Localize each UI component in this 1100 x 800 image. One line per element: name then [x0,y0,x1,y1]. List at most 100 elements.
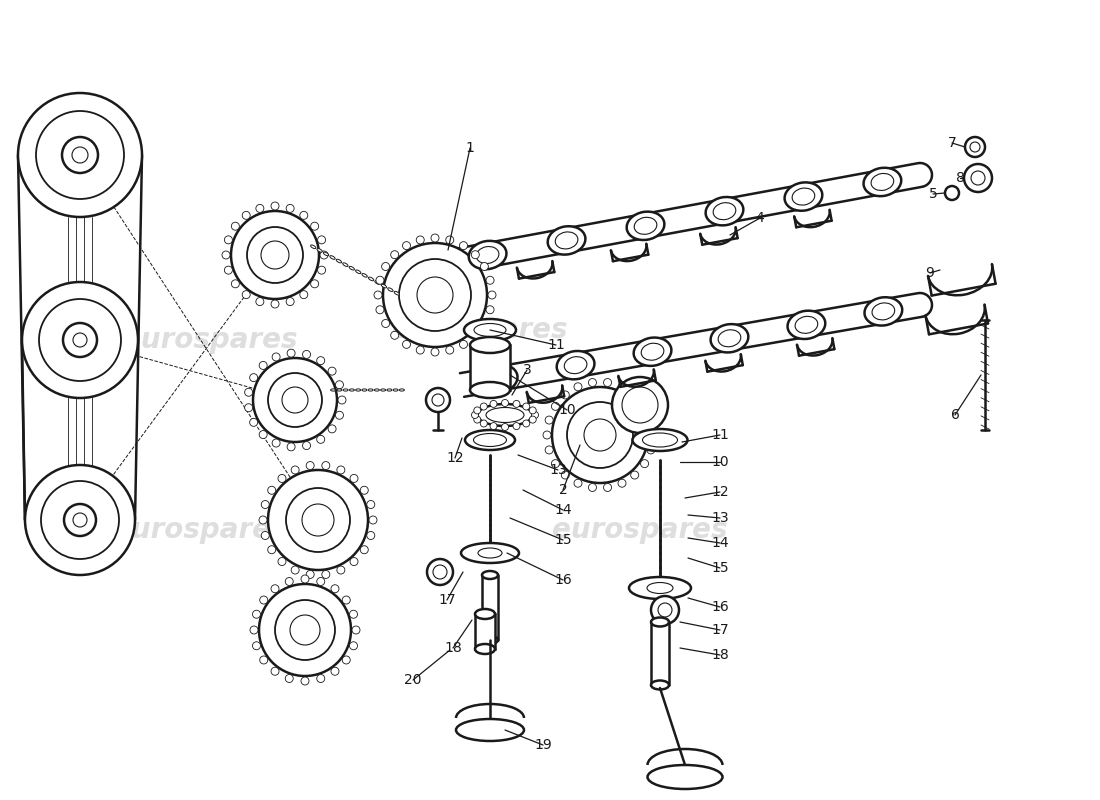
Ellipse shape [475,609,495,619]
Text: 19: 19 [535,738,552,752]
Circle shape [73,513,87,527]
Ellipse shape [393,389,398,391]
Circle shape [290,615,320,645]
Circle shape [292,566,299,574]
Circle shape [640,402,649,410]
Circle shape [222,251,230,259]
Text: 13: 13 [712,511,729,525]
Ellipse shape [475,644,495,654]
Ellipse shape [486,407,524,422]
Circle shape [945,186,959,200]
Circle shape [322,462,330,470]
Circle shape [529,407,536,414]
Text: 18: 18 [711,648,729,662]
Circle shape [331,667,339,675]
Ellipse shape [331,389,335,391]
Circle shape [529,416,536,423]
Circle shape [551,402,560,410]
Ellipse shape [476,246,499,263]
Circle shape [306,462,315,470]
Circle shape [322,570,330,578]
Circle shape [546,446,553,454]
Circle shape [261,501,270,509]
Circle shape [224,266,232,274]
Circle shape [336,381,343,389]
Circle shape [18,93,142,217]
Text: 2: 2 [559,483,568,497]
Circle shape [647,416,654,424]
Circle shape [488,291,496,299]
Bar [470,345,510,390]
Circle shape [566,402,632,468]
Circle shape [651,596,679,624]
Text: 16: 16 [554,573,572,587]
Circle shape [292,466,299,474]
Circle shape [317,435,324,443]
Circle shape [331,585,339,593]
Circle shape [970,142,980,152]
Circle shape [328,367,337,375]
Ellipse shape [872,303,894,320]
Circle shape [432,394,444,406]
Circle shape [546,416,553,424]
Circle shape [431,234,439,242]
Circle shape [306,570,315,578]
Circle shape [310,222,319,230]
Circle shape [260,430,267,438]
Ellipse shape [310,245,316,249]
Text: 18: 18 [444,641,462,655]
Circle shape [561,471,570,479]
Text: 8: 8 [956,171,965,185]
Ellipse shape [362,389,367,391]
Circle shape [486,276,494,284]
Circle shape [403,340,410,348]
Circle shape [416,346,425,354]
Text: 1: 1 [465,141,474,155]
Circle shape [25,465,135,575]
Circle shape [256,298,264,306]
Circle shape [376,276,384,284]
Circle shape [352,626,360,634]
Circle shape [350,642,358,650]
Text: 5: 5 [928,187,937,201]
Circle shape [328,425,337,433]
Circle shape [337,566,344,574]
Circle shape [460,340,467,348]
Circle shape [318,266,326,274]
Circle shape [382,262,389,270]
Ellipse shape [648,765,723,789]
Text: eurospares: eurospares [552,516,728,544]
Circle shape [584,419,616,451]
Circle shape [382,319,389,327]
Circle shape [513,401,520,407]
Ellipse shape [375,281,381,284]
Circle shape [640,460,649,468]
Ellipse shape [795,316,817,334]
Circle shape [224,236,232,244]
Ellipse shape [478,548,502,558]
Circle shape [427,559,453,585]
Circle shape [282,387,308,413]
Circle shape [253,358,337,442]
Circle shape [260,656,267,664]
Ellipse shape [394,291,399,295]
Ellipse shape [387,389,392,391]
Circle shape [62,137,98,173]
Circle shape [302,504,334,536]
Circle shape [350,610,358,618]
Ellipse shape [355,270,361,274]
Circle shape [317,674,324,682]
Ellipse shape [343,389,348,391]
Circle shape [574,382,582,390]
Circle shape [275,600,336,660]
Ellipse shape [564,357,587,374]
Text: 10: 10 [712,455,729,469]
Ellipse shape [382,284,386,288]
Circle shape [460,242,467,250]
Circle shape [300,211,308,219]
Circle shape [502,399,508,406]
Text: eurospares: eurospares [122,326,298,354]
Circle shape [618,479,626,487]
Ellipse shape [784,182,823,210]
Circle shape [621,387,658,423]
